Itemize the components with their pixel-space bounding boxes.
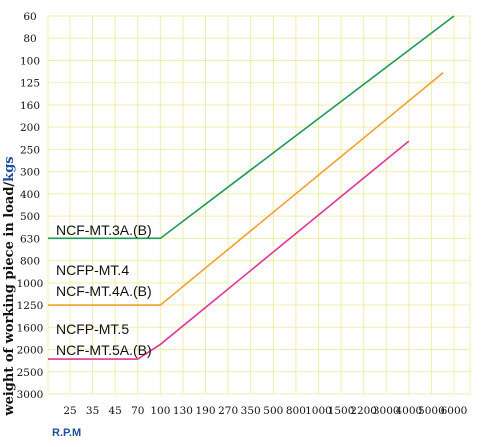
x-tick-label: 130 [173,405,193,417]
series-label: NCFP-MT.4 [56,262,129,278]
x-tick-label: 45 [108,405,121,417]
y-tick-label: 125 [20,78,40,90]
series-label: NCF-MT.5A.(B) [56,342,152,358]
y-tick-label: 2000 [17,345,44,357]
y-axis-label-unit: kgs [2,156,17,181]
y-tick-label: 80 [23,33,36,45]
y-tick-label: 1250 [17,300,44,312]
x-tick-label: 100 [150,405,170,417]
x-tick-label: 800 [286,405,306,417]
y-tick-label: 500 [20,211,40,223]
y-tick-label: 2500 [17,367,44,379]
x-tick-label: 1000 [305,405,332,417]
x-axis-label: R.P.M [52,427,81,439]
x-tick-label: 4000 [395,405,422,417]
x-tick-label: 35 [86,405,99,417]
series-labels: NCF-MT.3A.(B) NCFP-MT.4 NCF-MT.4A.(B) NCFP-… [56,222,152,358]
y-tick-label: 250 [20,144,40,156]
x-tick-label: 270 [218,405,238,417]
y-tick-label: 160 [20,100,40,112]
x-tick-label: 5000 [418,405,445,417]
series-line [48,15,455,240]
x-tick-label: 6000 [441,405,468,417]
x-tick-label: 500 [263,405,283,417]
x-tick-label: 190 [196,405,216,417]
y-tick-label: 200 [20,122,40,134]
x-tick-label: 3000 [373,405,400,417]
x-tick-label: 350 [241,405,261,417]
series-label: NCF-MT.3A.(B) [56,222,152,238]
y-tick-label: 400 [20,189,40,201]
y-tick-label: 1000 [17,278,44,290]
series-label: NCF-MT.4A.(B) [56,283,152,299]
x-tick-label: 25 [63,405,76,417]
y-tick-label: 60 [23,11,36,23]
y-axis-label-prefix: weight of working piece in load/ [2,182,17,417]
y-tick-label: 3000 [17,389,44,401]
y-axis-label: weight of working piece in load/kgs [2,156,17,416]
tick-labels: 6080100125160200250300400500630800100012… [17,11,468,417]
y-tick-label: 100 [20,55,40,67]
x-tick-label: 2200 [350,405,377,417]
y-tick-label: 300 [20,167,40,179]
y-tick-label: 1600 [17,322,44,334]
series-label: NCFP-MT.5 [56,321,129,337]
series-line [48,140,410,360]
series-lines [48,15,455,360]
x-tick-label: 70 [131,405,144,417]
x-tick-label: 1500 [328,405,355,417]
y-tick-label: 630 [20,233,40,245]
series-line [48,72,444,306]
y-tick-label: 800 [20,256,40,268]
grid [47,15,471,395]
